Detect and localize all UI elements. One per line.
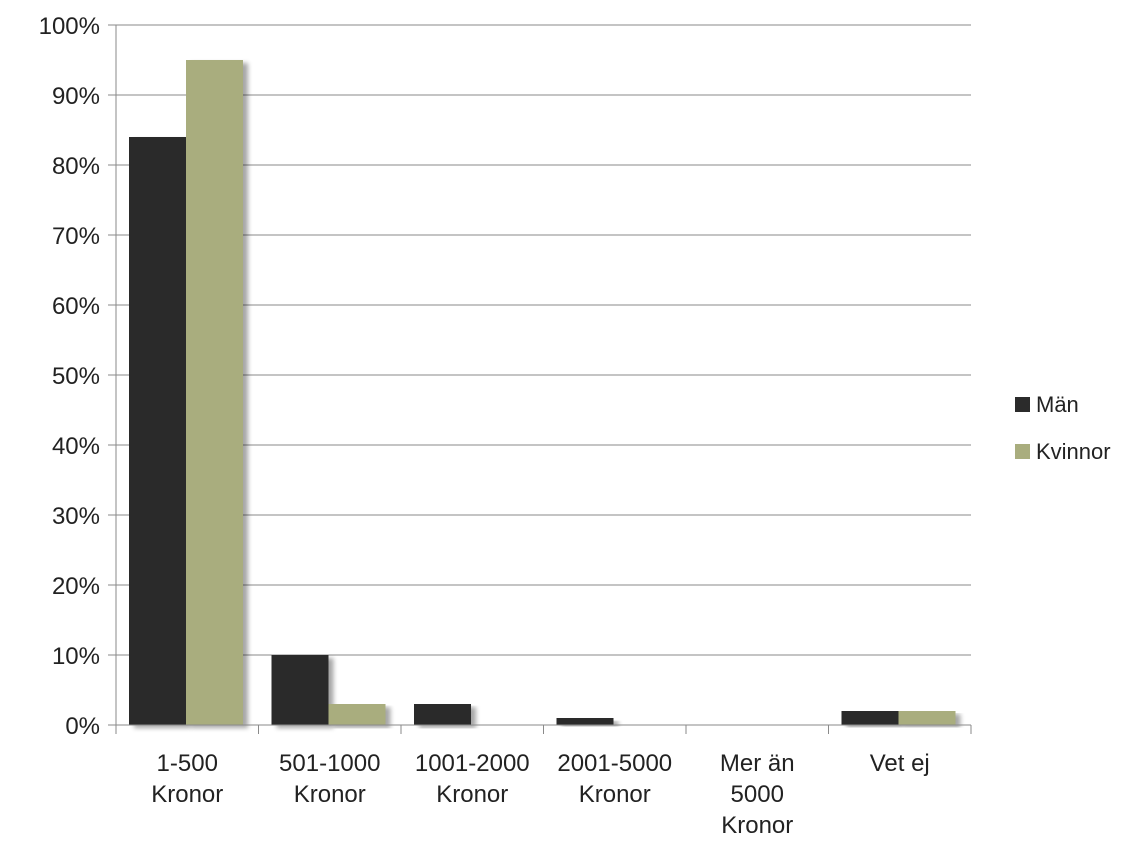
x-tick-label: 501-1000	[279, 750, 380, 777]
bar-man-0	[129, 137, 186, 725]
legend: Män Kvinnor	[1015, 392, 1111, 464]
y-tick-label: 100%	[39, 13, 100, 40]
x-tick-label: Kronor	[579, 781, 651, 808]
y-tick-label: 40%	[52, 433, 100, 460]
legend-label: Män	[1036, 392, 1079, 417]
y-tick-label: 0%	[65, 713, 100, 740]
gridlines	[116, 24, 971, 656]
x-tick-label: 1001-2000	[415, 750, 530, 777]
x-tick-label: Kronor	[436, 781, 508, 808]
y-axis-ticks: 0% 10% 20% 30% 40% 50% 60% 70% 80% 90% 100%	[39, 13, 116, 740]
bar-man-5	[841, 711, 899, 725]
x-tick-label: 2001-5000	[557, 750, 672, 777]
bar-man-2	[414, 704, 471, 725]
y-tick-label: 70%	[52, 223, 100, 250]
y-tick-label: 10%	[52, 643, 100, 670]
y-tick-label: 80%	[52, 153, 100, 180]
x-tick-label: Kronor	[721, 812, 793, 839]
x-tick-label: 1-500	[157, 750, 218, 777]
bar-kvinnor-5	[898, 711, 956, 725]
legend-label: Kvinnor	[1036, 439, 1111, 464]
bar-kvinnor-1	[328, 704, 386, 725]
legend-swatch	[1015, 444, 1030, 459]
x-tick-label: Mer än	[720, 750, 795, 777]
x-tick-label: 5000	[731, 781, 784, 808]
legend-swatch	[1015, 397, 1030, 412]
y-tick-label: 90%	[52, 83, 100, 110]
bar-kvinnor-0	[186, 60, 243, 725]
x-tick-label: Kronor	[151, 781, 223, 808]
bar-man-3	[556, 718, 614, 725]
x-tick-label: Vet ej	[870, 750, 930, 777]
bar-man-1	[271, 655, 329, 725]
x-axis-labels: 1-500 Kronor 501-1000 Kronor 1001-2000 Kronor…	[151, 750, 930, 839]
bars	[129, 60, 956, 725]
y-tick-label: 30%	[52, 503, 100, 530]
x-tick-label: Kronor	[294, 781, 366, 808]
y-tick-label: 50%	[52, 363, 100, 390]
y-tick-label: 20%	[52, 573, 100, 600]
y-tick-label: 60%	[52, 293, 100, 320]
axes	[115, 25, 972, 734]
